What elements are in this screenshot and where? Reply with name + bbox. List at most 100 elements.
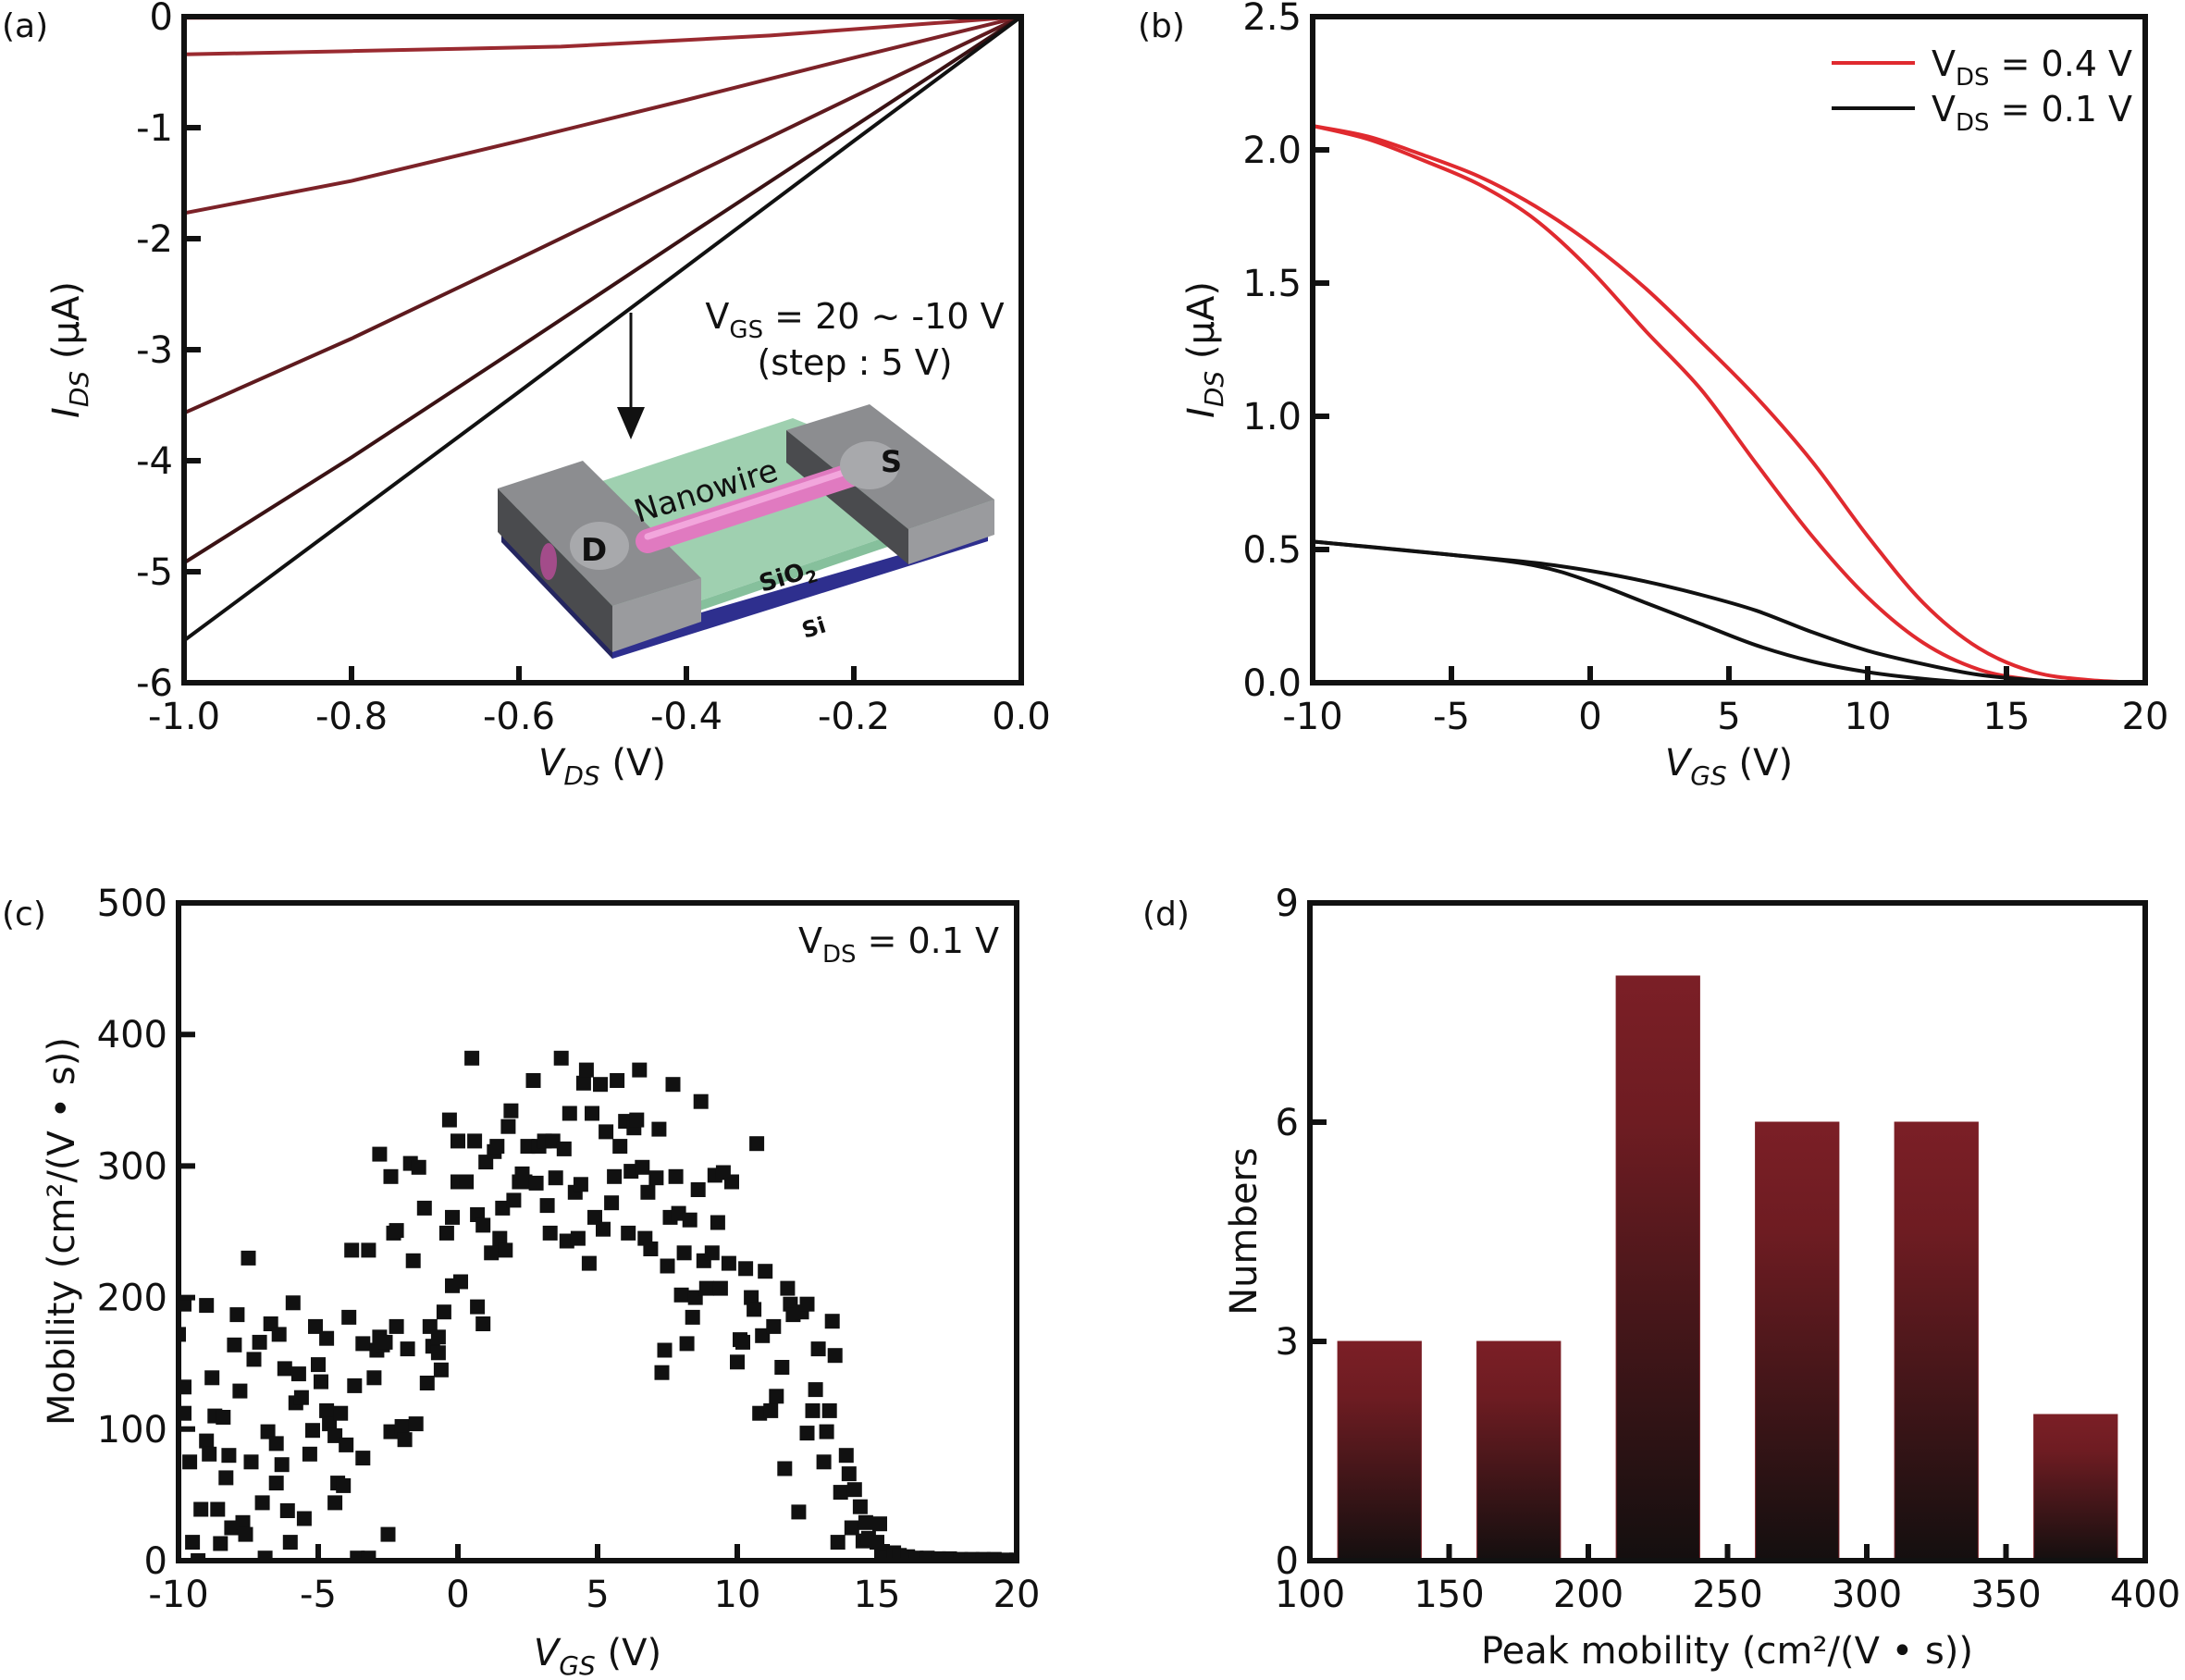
scatter-point <box>654 1365 670 1380</box>
scatter-point <box>459 1174 475 1190</box>
scatter-point <box>279 1503 295 1518</box>
scatter-point <box>640 1184 656 1200</box>
scatter-point <box>400 1341 415 1357</box>
step-annotation: (step : 5 V) <box>757 342 952 383</box>
histogram-bar-1 <box>1476 1340 1562 1562</box>
scatter-point <box>833 1485 848 1501</box>
y-tick-label: -3 <box>136 329 173 372</box>
y-tick-label: -2 <box>136 218 173 261</box>
x-axis-title-a: VDS (V) <box>538 742 666 791</box>
scatter-point <box>500 1118 516 1134</box>
x-tick-label: 20 <box>2122 696 2169 738</box>
scatter-point <box>366 1370 382 1386</box>
y-tick-label: 400 <box>97 1014 167 1056</box>
scatter-point <box>268 1476 284 1491</box>
iv-curves <box>184 17 1021 643</box>
transfer-curve-2 <box>1313 539 2145 683</box>
scatter-point <box>635 1159 650 1175</box>
scatter-point <box>285 1295 301 1311</box>
scatter-point <box>243 1454 259 1470</box>
scatter-point <box>453 1274 468 1290</box>
x-tick-label: 100 <box>1275 1574 1345 1616</box>
scatter-point <box>336 1477 352 1493</box>
x-tick-label: -10 <box>1282 696 1342 738</box>
y-axis-title-a: IDS (μA) <box>45 281 94 418</box>
scatter-point <box>333 1405 349 1421</box>
scatter-point <box>355 1451 371 1466</box>
scatter-point <box>612 1139 628 1155</box>
scatter-point <box>735 1334 750 1350</box>
scatter-point <box>604 1195 620 1211</box>
scatter-point <box>668 1168 684 1184</box>
scatter-point <box>319 1402 335 1418</box>
scatter-point <box>844 1520 859 1536</box>
scatter-point <box>484 1245 500 1261</box>
scatter-point <box>216 1410 231 1425</box>
y-tick-label: 0 <box>150 0 173 39</box>
scatter-point <box>559 1233 574 1249</box>
device-inset: D S Nanowire SiO2 Si <box>498 404 994 659</box>
scatter-point <box>827 1348 843 1364</box>
scatter-point <box>492 1230 508 1246</box>
scatter-point <box>878 1550 894 1561</box>
y-axis-title-c: Mobility (cm²/(V • s)) <box>41 1037 83 1426</box>
scatter-point <box>679 1336 695 1352</box>
histogram-bar-2 <box>1615 975 1700 1562</box>
x-axis-title-c: VGS (V) <box>534 1632 661 1680</box>
scatter-point <box>805 1402 821 1418</box>
scatter-point <box>769 1389 784 1404</box>
scatter-point <box>344 1242 360 1258</box>
x-tick-label: 150 <box>1413 1574 1484 1616</box>
scatter-point <box>498 1242 513 1258</box>
scatter-point <box>545 1133 561 1149</box>
x-tick-label: 200 <box>1553 1574 1623 1616</box>
scatter-point <box>808 1382 823 1398</box>
scatter-point <box>361 1242 377 1258</box>
y-tick-label: 300 <box>97 1145 167 1188</box>
x-tick-label: -5 <box>1433 696 1470 738</box>
scatter-point <box>623 1164 639 1180</box>
scatter-point <box>199 1298 215 1314</box>
scatter-point <box>556 1141 572 1156</box>
y-tick-label: -1 <box>136 107 173 150</box>
scatter-point <box>682 1212 697 1228</box>
scatter-point <box>975 1551 991 1561</box>
mobility-scatter <box>179 1050 1017 1561</box>
scatter-point <box>846 1482 862 1498</box>
transfer-curves <box>1313 124 2145 683</box>
panel-label-d: (d) <box>1142 896 1190 933</box>
scatter-point <box>290 1366 306 1382</box>
x-axis-title-b: VGS (V) <box>1665 742 1793 791</box>
scatter-point <box>347 1377 363 1393</box>
scatter-point <box>621 1225 636 1241</box>
scatter-point <box>254 1495 270 1511</box>
scatter-point <box>629 1112 645 1128</box>
scatter-point <box>528 1175 544 1191</box>
scatter-point <box>260 1424 276 1439</box>
scatter-point <box>185 1535 201 1550</box>
scatter-point <box>548 1170 563 1186</box>
scatter-point <box>311 1357 326 1373</box>
nanowire-highlight <box>644 463 864 540</box>
scatter-point <box>687 1290 703 1305</box>
scatter-point <box>704 1245 720 1261</box>
source-side <box>908 500 994 564</box>
scatter-point <box>302 1446 317 1462</box>
scatter-point <box>821 1402 837 1418</box>
scatter-point <box>397 1432 413 1448</box>
drain-cap <box>570 522 629 570</box>
scatter-point <box>562 1106 577 1121</box>
x-tick-label: 350 <box>1970 1574 2041 1616</box>
axes-frame-d <box>1307 900 2148 1563</box>
scatter-point <box>665 1077 681 1093</box>
legend-label-1: VDS = 0.1 V <box>1932 89 2132 137</box>
y-tick-label: -4 <box>136 440 173 483</box>
scatter-point <box>179 1296 191 1312</box>
scatter-point <box>271 1327 287 1342</box>
x-tick-label: -1.0 <box>148 696 220 738</box>
scatter-point <box>232 1383 248 1399</box>
scatter-point <box>204 1370 220 1386</box>
scatter-point <box>747 1302 762 1317</box>
scatter-point <box>587 1209 602 1225</box>
